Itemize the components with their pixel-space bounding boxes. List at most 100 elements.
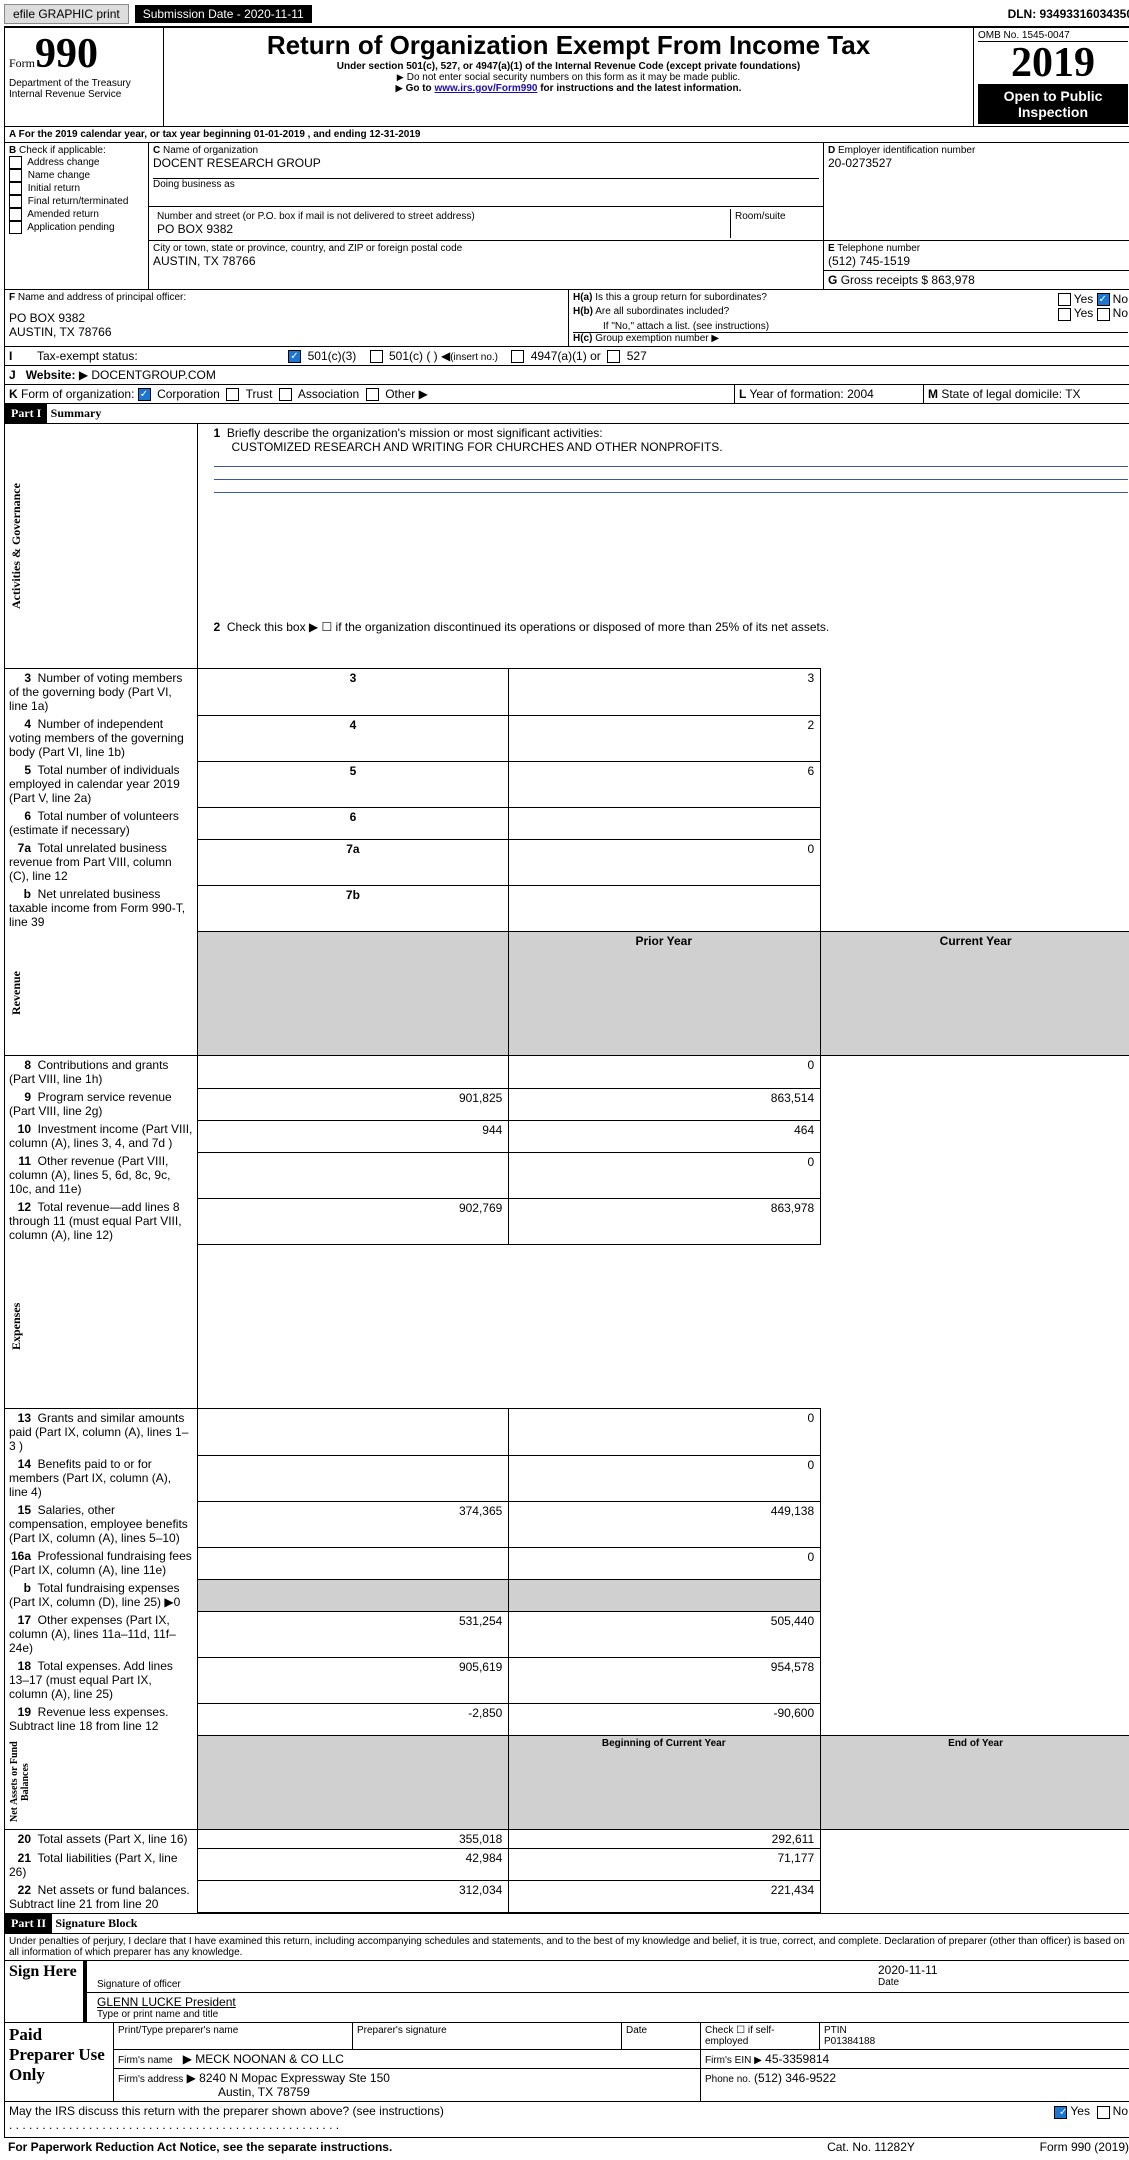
submission-date: Submission Date - 2020-11-11 bbox=[135, 5, 312, 23]
Ha-no[interactable] bbox=[1097, 293, 1110, 306]
row-label: 5 Total number of individuals employed i… bbox=[5, 761, 198, 807]
curr-val: 0 bbox=[509, 1455, 821, 1501]
city: AUSTIN, TX 78766 bbox=[153, 254, 819, 268]
row-label: 14 Benefits paid to or for members (Part… bbox=[5, 1455, 198, 1501]
row-val: 2 bbox=[509, 715, 821, 761]
discuss-no[interactable] bbox=[1097, 2106, 1110, 2119]
note1: Do not enter social security numbers on … bbox=[168, 72, 969, 83]
curr-val: 505,440 bbox=[509, 1611, 821, 1657]
B-item[interactable]: Initial return bbox=[9, 182, 144, 195]
Ha-yes[interactable] bbox=[1058, 293, 1071, 306]
row-label: 20 Total assets (Part X, line 16) bbox=[5, 1830, 198, 1849]
I-lbl: Tax-exempt status: bbox=[33, 347, 284, 366]
K-assoc[interactable] bbox=[279, 388, 292, 401]
F-l2: AUSTIN, TX 78766 bbox=[9, 325, 564, 339]
I-527[interactable] bbox=[607, 350, 620, 363]
part1-title: Summary bbox=[51, 406, 102, 420]
curr-val: 292,611 bbox=[509, 1830, 821, 1849]
note2-post: for instructions and the latest informat… bbox=[537, 83, 741, 94]
room-lbl: Room/suite bbox=[731, 209, 820, 238]
note2-pre: Go to bbox=[406, 83, 435, 94]
curr-val: 0 bbox=[509, 1547, 821, 1579]
prior-val: -2,850 bbox=[197, 1703, 509, 1735]
B-label: Check if applicable: bbox=[19, 145, 106, 156]
note2-arrow bbox=[396, 83, 406, 94]
ph-lbl: Phone no. bbox=[705, 2074, 751, 2085]
hdr-curr: Current Year bbox=[821, 931, 1129, 1056]
part2-hdr: Part II bbox=[5, 1914, 52, 1933]
B-item[interactable]: Final return/terminated bbox=[9, 195, 144, 208]
curr-val: 0 bbox=[509, 1409, 821, 1456]
row-label: 11 Other revenue (Part VIII, column (A),… bbox=[5, 1152, 198, 1198]
I-501c3[interactable] bbox=[288, 350, 301, 363]
row-val bbox=[509, 807, 821, 839]
c2: Preparer's signature bbox=[353, 2023, 622, 2050]
row-label: 10 Investment income (Part VIII, column … bbox=[5, 1120, 198, 1152]
decl: Under penalties of perjury, I declare th… bbox=[4, 1934, 1129, 1961]
curr-val: 221,434 bbox=[509, 1881, 821, 1913]
irs-link[interactable]: www.irs.gov/Form990 bbox=[434, 83, 537, 94]
G-lbl: Gross receipts $ bbox=[841, 273, 928, 287]
row-label: 19 Revenue less expenses. Subtract line … bbox=[5, 1703, 198, 1735]
B-item[interactable]: Name change bbox=[9, 169, 144, 182]
row-val: 3 bbox=[509, 669, 821, 716]
form-title: Return of Organization Exempt From Incom… bbox=[168, 30, 969, 61]
vlabel-rev: Revenue bbox=[9, 933, 24, 1053]
row-label: b Total fundraising expenses (Part IX, c… bbox=[5, 1579, 198, 1611]
dba bbox=[153, 190, 819, 204]
row-label: 17 Other expenses (Part IX, column (A), … bbox=[5, 1611, 198, 1657]
prior-val bbox=[197, 1455, 509, 1501]
I-501c[interactable] bbox=[370, 350, 383, 363]
B-item[interactable]: Amended return bbox=[9, 208, 144, 221]
foot-q: May the IRS discuss this return with the… bbox=[9, 2104, 444, 2118]
M-lbl: State of legal domicile: bbox=[941, 387, 1062, 401]
row-label: 18 Total expenses. Add lines 13–17 (must… bbox=[5, 1657, 198, 1703]
K-trust[interactable] bbox=[226, 388, 239, 401]
cat: Cat. No. 11282Y bbox=[767, 2138, 975, 2156]
part1-hdr: Part I bbox=[5, 404, 47, 423]
row-label: 3 Number of voting members of the govern… bbox=[5, 669, 198, 716]
c1: Print/Type preparer's name bbox=[114, 2023, 353, 2050]
Hb-no[interactable] bbox=[1097, 308, 1110, 321]
curr-val: -90,600 bbox=[509, 1703, 821, 1735]
K-corp[interactable] bbox=[138, 388, 151, 401]
row-val: 6 bbox=[509, 761, 821, 807]
B-item[interactable]: Application pending bbox=[9, 221, 144, 234]
website: DOCENTGROUP.COM bbox=[91, 368, 215, 382]
Hb-lbl: Are all subordinates included? bbox=[595, 306, 729, 317]
officer-name: GLENN LUCKE President bbox=[97, 1995, 1128, 2009]
prior-val: 905,619 bbox=[197, 1657, 509, 1703]
row-code: 7b bbox=[197, 885, 509, 931]
prior-val: 531,254 bbox=[197, 1611, 509, 1657]
sign-block: Sign Here Signature of officer 2020-11-1… bbox=[4, 1961, 1129, 2023]
row-label: 8 Contributions and grants (Part VIII, l… bbox=[5, 1056, 198, 1089]
faddr-lbl: Firm's address bbox=[118, 2074, 183, 2085]
curr-val: 449,138 bbox=[509, 1501, 821, 1547]
c3: Date bbox=[622, 2023, 701, 2050]
E-lbl: Telephone number bbox=[837, 243, 920, 254]
paid-block: Paid Preparer Use Only Print/Type prepar… bbox=[4, 2023, 1129, 2102]
Hb-yes[interactable] bbox=[1058, 308, 1071, 321]
line-A: A For the 2019 calendar year, or tax yea… bbox=[4, 127, 1129, 143]
row-label: 22 Net assets or fund balances. Subtract… bbox=[5, 1881, 198, 1913]
prior-val: 374,365 bbox=[197, 1501, 509, 1547]
L-lbl: Year of formation: bbox=[749, 387, 843, 401]
row-label: b Net unrelated business taxable income … bbox=[5, 885, 198, 931]
form-prefix: Form bbox=[9, 56, 35, 70]
I-4947[interactable] bbox=[511, 350, 524, 363]
vlabel-net: Net Assets or Fund Balances bbox=[9, 1737, 31, 1827]
K-other[interactable] bbox=[366, 388, 379, 401]
ein: 45-3359814 bbox=[765, 2052, 829, 2066]
dept: Department of the Treasury bbox=[9, 78, 159, 89]
Ha-lbl: Is this a group return for subordinates? bbox=[595, 292, 767, 303]
row-label: 21 Total liabilities (Part X, line 26) bbox=[5, 1849, 198, 1881]
row-label: 16a Professional fundraising fees (Part … bbox=[5, 1547, 198, 1579]
row-val: 0 bbox=[509, 839, 821, 885]
efile-btn[interactable]: efile GRAPHIC print bbox=[4, 4, 129, 24]
discuss-yes[interactable] bbox=[1054, 2106, 1067, 2119]
sign-here: Sign Here bbox=[5, 1961, 86, 2023]
row-label: 7a Total unrelated business revenue from… bbox=[5, 839, 198, 885]
row-label: 15 Salaries, other compensation, employe… bbox=[5, 1501, 198, 1547]
tax-year: 2019 bbox=[978, 42, 1128, 84]
B-item[interactable]: Address change bbox=[9, 156, 144, 169]
